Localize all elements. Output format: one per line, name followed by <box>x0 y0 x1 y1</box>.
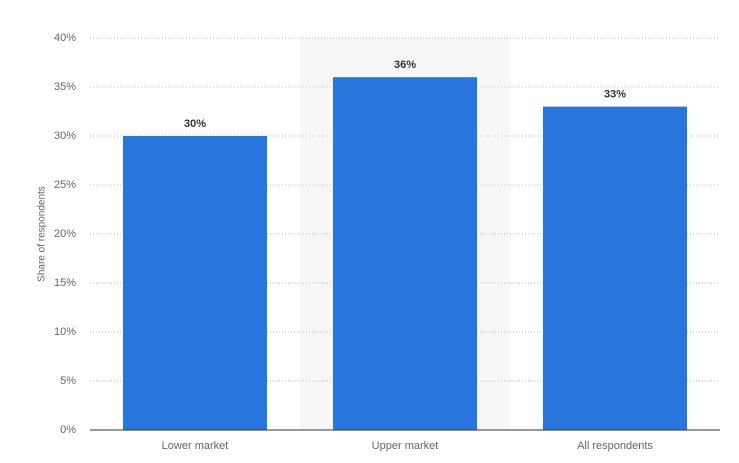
y-tick-label: 25% <box>54 179 76 191</box>
x-tick-label: Lower market <box>162 440 229 452</box>
value-label: 33% <box>604 89 626 101</box>
value-label: 36% <box>394 59 416 71</box>
value-label: 30% <box>184 118 206 130</box>
x-tick-label: Upper market <box>372 440 439 452</box>
y-tick-label: 10% <box>54 326 76 338</box>
y-tick-label: 40% <box>54 32 76 44</box>
y-tick-label: 30% <box>54 130 76 142</box>
bar <box>542 106 688 430</box>
y-tick-label: 0% <box>60 424 76 436</box>
bar <box>332 77 478 430</box>
y-tick-label: 5% <box>60 375 76 387</box>
x-tick-label: All respondents <box>577 440 653 452</box>
y-tick-label: 20% <box>54 228 76 240</box>
y-tick-label: 15% <box>54 277 76 289</box>
bar <box>122 136 268 430</box>
y-tick-label: 35% <box>54 81 76 93</box>
y-axis-label: Share of respondents <box>37 186 48 282</box>
